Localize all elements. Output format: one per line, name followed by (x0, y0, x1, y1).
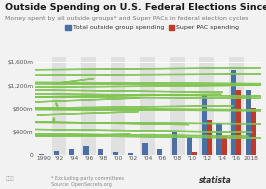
Ellipse shape (0, 121, 189, 125)
Ellipse shape (0, 134, 130, 138)
Bar (185, 57, 199, 155)
Bar (216, 123, 222, 155)
Bar (251, 108, 256, 155)
Bar (39, 154, 44, 155)
Bar (126, 57, 140, 155)
Bar (98, 149, 103, 155)
Text: Outside Spending on U.S. Federal Elections Since 1990: Outside Spending on U.S. Federal Electio… (5, 3, 266, 12)
Ellipse shape (0, 82, 266, 86)
Bar (199, 57, 214, 155)
Bar (69, 149, 74, 155)
Bar (170, 57, 185, 155)
Bar (202, 95, 207, 155)
Ellipse shape (0, 88, 223, 92)
Bar (244, 57, 259, 155)
Bar (192, 152, 197, 155)
Bar (207, 120, 212, 155)
Bar (231, 70, 236, 155)
Bar (81, 57, 96, 155)
Ellipse shape (0, 94, 221, 98)
Ellipse shape (0, 106, 234, 109)
Bar (66, 57, 81, 155)
Ellipse shape (56, 103, 58, 107)
Bar (37, 57, 52, 155)
Bar (111, 57, 126, 155)
Bar (140, 57, 155, 155)
Ellipse shape (0, 108, 266, 112)
Ellipse shape (0, 107, 266, 110)
Bar (52, 57, 66, 155)
Ellipse shape (0, 128, 252, 132)
Text: Source: OpenSecrets.org: Source: OpenSecrets.org (51, 182, 111, 187)
Ellipse shape (0, 81, 266, 84)
Text: Money spent by all outside groups* and Super PACs in federal election cycles: Money spent by all outside groups* and S… (5, 16, 249, 21)
Ellipse shape (55, 79, 94, 83)
Ellipse shape (29, 98, 140, 102)
Ellipse shape (0, 85, 266, 89)
Bar (246, 90, 251, 155)
Ellipse shape (37, 112, 139, 115)
Bar (187, 137, 192, 155)
Text: * Excluding party committees: * Excluding party committees (51, 177, 124, 181)
Bar (236, 90, 242, 155)
Ellipse shape (0, 92, 266, 96)
Bar (143, 143, 148, 155)
Bar (96, 57, 111, 155)
Ellipse shape (0, 68, 266, 71)
Bar (214, 57, 229, 155)
Ellipse shape (0, 132, 248, 136)
Bar (54, 151, 59, 155)
Text: statista: statista (199, 176, 231, 185)
Ellipse shape (0, 121, 266, 124)
Bar (229, 57, 244, 155)
Bar (83, 146, 89, 155)
Ellipse shape (0, 133, 266, 138)
Bar (222, 136, 227, 155)
Bar (155, 57, 170, 155)
Bar (157, 149, 163, 155)
Text: ⓒⓘⓓ: ⓒⓘⓓ (5, 177, 14, 181)
Ellipse shape (0, 95, 266, 99)
Bar (113, 152, 118, 155)
Bar (172, 132, 177, 155)
Ellipse shape (53, 118, 55, 123)
Ellipse shape (0, 74, 266, 77)
Bar (128, 153, 133, 155)
Legend: Total outside group spending, Super PAC spending: Total outside group spending, Super PAC … (63, 22, 242, 33)
